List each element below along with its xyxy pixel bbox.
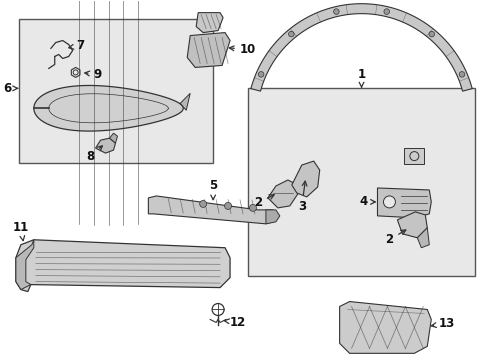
Polygon shape [265, 210, 279, 224]
Circle shape [258, 72, 264, 77]
Polygon shape [34, 85, 183, 131]
Polygon shape [196, 13, 223, 32]
Circle shape [288, 31, 293, 37]
Circle shape [458, 72, 464, 77]
Bar [247, 88, 474, 276]
Text: 4: 4 [359, 195, 374, 208]
Text: 13: 13 [430, 317, 454, 330]
Bar [404, 148, 424, 164]
Circle shape [383, 9, 389, 14]
Polygon shape [180, 93, 190, 110]
Text: 6: 6 [3, 82, 18, 95]
Text: 3: 3 [297, 181, 306, 213]
Polygon shape [291, 161, 319, 197]
Polygon shape [250, 4, 471, 91]
Text: 2: 2 [385, 230, 405, 246]
Circle shape [333, 9, 339, 14]
Text: 7: 7 [69, 39, 84, 52]
Text: 11: 11 [13, 221, 29, 241]
Text: 12: 12 [224, 316, 245, 329]
Text: 10: 10 [229, 43, 256, 56]
Polygon shape [16, 240, 34, 289]
Circle shape [199, 201, 206, 207]
Polygon shape [339, 302, 430, 353]
Polygon shape [16, 240, 229, 292]
Bar [19, 19, 213, 163]
Circle shape [249, 204, 256, 211]
Polygon shape [109, 133, 117, 143]
Polygon shape [377, 188, 430, 218]
Polygon shape [187, 32, 229, 67]
Polygon shape [416, 228, 428, 248]
Text: 2: 2 [253, 195, 274, 210]
Circle shape [383, 196, 395, 208]
Text: 1: 1 [357, 68, 365, 87]
Text: 8: 8 [86, 146, 102, 163]
Polygon shape [397, 212, 427, 238]
Text: 5: 5 [208, 180, 217, 200]
Circle shape [428, 31, 434, 37]
Text: 9: 9 [84, 68, 102, 81]
Polygon shape [95, 138, 115, 153]
Circle shape [224, 202, 231, 210]
Polygon shape [148, 196, 275, 224]
Polygon shape [267, 180, 297, 208]
